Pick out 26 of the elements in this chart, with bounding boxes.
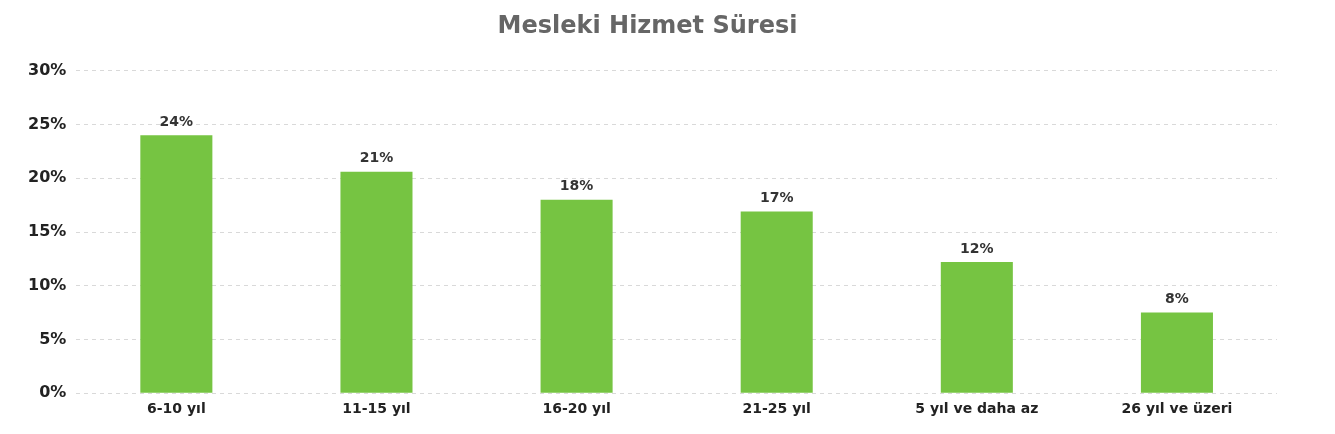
y-tick-label: 5% <box>39 328 67 348</box>
data-label: 18% <box>559 177 594 194</box>
bar <box>740 211 813 393</box>
bar <box>1140 312 1213 393</box>
bar <box>540 199 613 393</box>
data-label: 12% <box>960 239 994 256</box>
data-label: 21% <box>359 149 394 166</box>
bar <box>140 135 213 393</box>
x-tick-label: 6-10 yıl <box>147 400 206 417</box>
y-tick-label: 30% <box>28 59 67 79</box>
x-tick-label: 21-25 yıl <box>742 400 811 417</box>
x-tick-label: 5 yıl ve daha az <box>915 400 1039 417</box>
y-tick-label: 20% <box>28 167 67 187</box>
y-tick-label: 15% <box>28 221 67 241</box>
data-label: 17% <box>759 189 794 206</box>
bar <box>940 262 1013 393</box>
data-label: 8% <box>1165 290 1189 307</box>
x-tick-label: 16-20 yıl <box>542 400 611 417</box>
y-tick-label: 0% <box>39 382 67 402</box>
y-tick-label: 25% <box>28 113 67 133</box>
chart-title: Mesleki Hizmet Süresi <box>497 10 798 39</box>
x-tick-label: 11-15 yıl <box>342 400 411 417</box>
x-tick-label: 26 yıl ve üzeri <box>1121 400 1233 417</box>
y-tick-label: 10% <box>28 274 67 294</box>
bar <box>340 171 413 393</box>
data-label: 24% <box>159 112 194 129</box>
